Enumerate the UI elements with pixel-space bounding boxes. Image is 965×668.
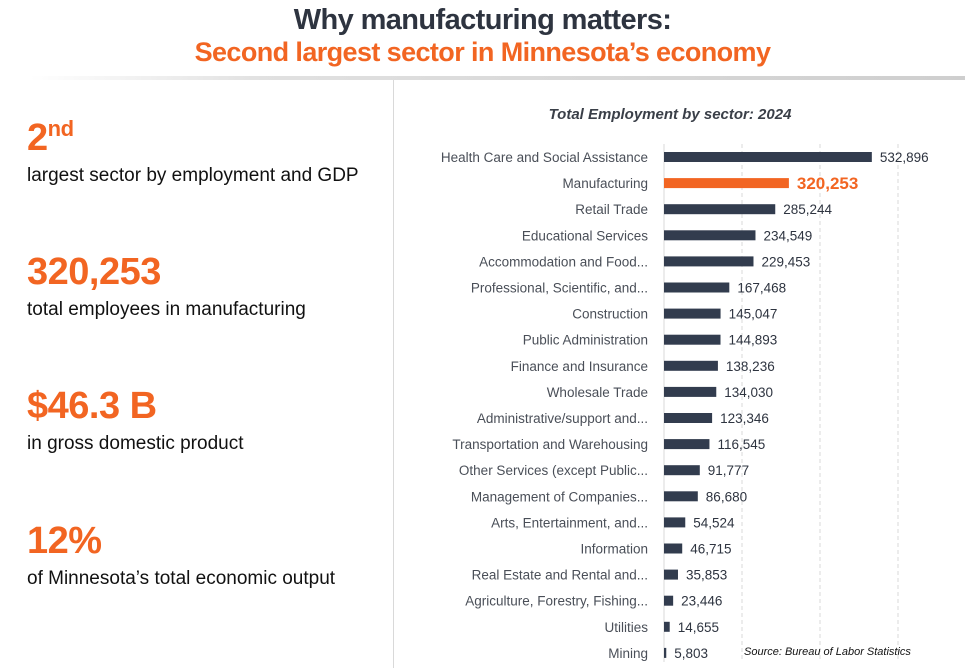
bar (664, 360, 718, 371)
stat-value: 12% (27, 520, 102, 562)
bar (664, 621, 670, 632)
category-label: Educational Services (522, 228, 648, 243)
stat-suffix: nd (47, 116, 74, 141)
bar-highlight (664, 178, 789, 189)
value-label: 320,253 (797, 174, 858, 193)
value-label: 46,715 (690, 542, 731, 557)
source-note: Source: Bureau of Labor Statistics (744, 646, 911, 658)
category-label: Real Estate and Rental and... (472, 568, 648, 583)
category-label: Health Care and Social Assistance (441, 150, 648, 165)
value-label: 285,244 (783, 202, 832, 217)
category-label: Mining (608, 646, 648, 661)
category-label: Finance and Insurance (511, 359, 648, 374)
bar (664, 569, 678, 580)
stat-description: total employees in manufacturing (27, 299, 306, 320)
stat-output-share: 12% of Minnesota’s total economic output (27, 521, 335, 591)
bar (664, 517, 686, 528)
value-label: 23,446 (681, 594, 722, 609)
category-label: Other Services (except Public... (459, 463, 648, 478)
bar (664, 230, 756, 241)
category-label: Administrative/support and... (477, 411, 648, 426)
page-title: Why manufacturing matters: (293, 4, 672, 36)
stat-description: largest sector by employment and GDP (27, 165, 359, 186)
stat-value: 320,253 (27, 251, 161, 293)
bar (664, 439, 710, 450)
category-label: Agriculture, Forestry, Fishing... (465, 594, 648, 609)
stat-value: $46.3 B (27, 385, 157, 427)
category-label: Public Administration (523, 333, 648, 348)
value-label: 145,047 (729, 307, 778, 322)
bar (664, 647, 667, 658)
stat-description: of Minnesota’s total economic output (27, 568, 336, 589)
stat-value: 2 (27, 117, 48, 159)
stat-employees: 320,253 total employees in manufacturing (27, 252, 306, 322)
value-label: 91,777 (708, 463, 749, 478)
bar (664, 308, 721, 319)
page-subtitle: Second largest sector in Minnesota’s eco… (194, 37, 771, 67)
value-label: 234,549 (763, 228, 812, 243)
value-label: 54,524 (693, 515, 735, 530)
category-label: Construction (572, 307, 648, 322)
bar (664, 595, 674, 606)
bar (664, 152, 872, 162)
bar (664, 334, 721, 345)
bar (664, 543, 683, 554)
stat-description: in gross domestic product (27, 433, 244, 454)
value-label: 86,680 (706, 489, 747, 504)
value-label: 167,468 (737, 281, 786, 296)
header: Why manufacturing matters: Second larges… (0, 0, 965, 80)
value-label: 532,896 (880, 150, 929, 165)
header-divider (30, 76, 965, 80)
value-label: 144,893 (729, 333, 778, 348)
category-label: Retail Trade (575, 202, 648, 217)
stat-rank: 2nd largest sector by employment and GDP (27, 118, 359, 188)
category-label: Professional, Scientific, and... (471, 281, 648, 296)
category-label: Information (580, 542, 648, 557)
value-label: 123,346 (720, 411, 769, 426)
value-label: 5,803 (674, 646, 708, 661)
bar (664, 386, 717, 397)
category-label: Wholesale Trade (547, 385, 648, 400)
bar (664, 491, 698, 502)
category-label: Arts, Entertainment, and... (491, 515, 648, 530)
column-divider (393, 80, 394, 668)
category-label: Utilities (604, 620, 648, 635)
bar (664, 465, 700, 476)
bar (664, 256, 754, 267)
bar (664, 204, 776, 215)
category-label: Transportation and Warehousing (452, 437, 648, 452)
category-label: Manufacturing (562, 176, 648, 191)
value-label: 229,453 (761, 254, 810, 269)
value-label: 116,545 (717, 437, 765, 452)
value-label: 14,655 (678, 620, 719, 635)
value-label: 138,236 (726, 359, 775, 374)
stat-gdp: $46.3 B in gross domestic product (27, 386, 244, 456)
category-label: Management of Companies... (471, 489, 648, 504)
bar (664, 413, 713, 423)
chart-title: Total Employment by sector: 2024 (548, 106, 792, 123)
value-label: 35,853 (686, 568, 727, 583)
category-label: Accommodation and Food... (479, 254, 648, 269)
bar (664, 282, 730, 293)
value-label: 134,030 (724, 385, 773, 400)
